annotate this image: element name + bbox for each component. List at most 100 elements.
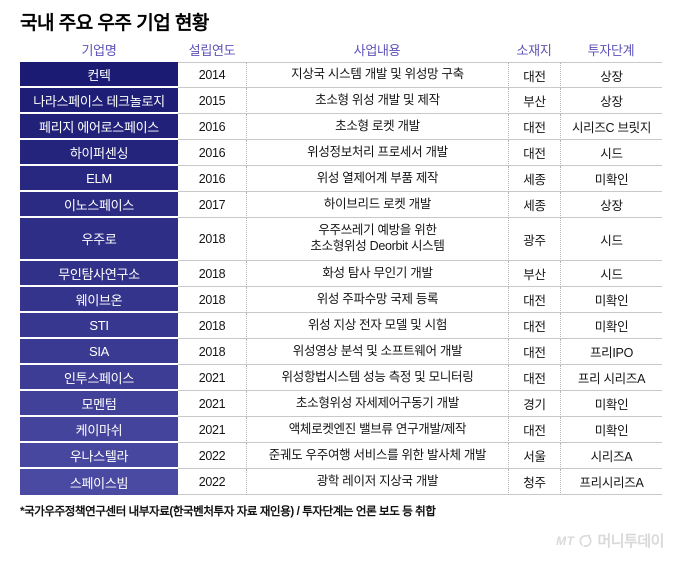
- stage-cell: 시리즈A: [560, 443, 662, 469]
- table-row: 웨이브온 2018 위성 주파수망 국제 등록 대전 미확인: [20, 287, 662, 313]
- table-row: 이노스페이스 2017 하이브리드 로켓 개발 세종 상장: [20, 192, 662, 218]
- header-company: 기업명: [81, 42, 117, 58]
- year-cell: 2018: [178, 339, 246, 365]
- table-row: 우나스텔라 2022 준궤도 우주여행 서비스를 위한 발사체 개발 서울 시리즈A: [20, 443, 662, 469]
- name-cell: 우나스텔라: [20, 443, 178, 469]
- location-cell: 대전: [508, 140, 560, 166]
- table-row: STI 2018 위성 지상 전자 모델 및 시험 대전 미확인: [20, 313, 662, 339]
- business-cell: 지상국 시스템 개발 및 위성망 구축: [246, 62, 508, 88]
- stage-cell: 상장: [560, 62, 662, 88]
- location-cell: 세종: [508, 166, 560, 192]
- business-cell: 하이브리드 로켓 개발: [246, 192, 508, 218]
- stage-cell: 미확인: [560, 287, 662, 313]
- mt-logo-text: MT: [556, 533, 575, 548]
- name-cell: 나라스페이스 테크놀로지: [20, 88, 178, 114]
- table-header-row: 기업명 설립연도 사업내용 소재지 투자단계: [20, 36, 662, 62]
- year-cell: 2018: [178, 287, 246, 313]
- business-cell: 화성 탐사 무인기 개발: [246, 261, 508, 287]
- year-cell: 2015: [178, 88, 246, 114]
- business-cell: 준궤도 우주여행 서비스를 위한 발사체 개발: [246, 443, 508, 469]
- location-cell: 부산: [508, 88, 560, 114]
- location-cell: 경기: [508, 391, 560, 417]
- business-cell: 위성영상 분석 및 소프트웨어 개발: [246, 339, 508, 365]
- year-cell: 2016: [178, 166, 246, 192]
- location-cell: 대전: [508, 313, 560, 339]
- table-row: SIA 2018 위성영상 분석 및 소프트웨어 개발 대전 프리IPO: [20, 339, 662, 365]
- stage-cell: 상장: [560, 88, 662, 114]
- stage-cell: 미확인: [560, 166, 662, 192]
- location-cell: 대전: [508, 417, 560, 443]
- location-cell: 광주: [508, 218, 560, 261]
- business-cell: 초소형 로켓 개발: [246, 114, 508, 140]
- name-cell: ELM: [20, 166, 178, 192]
- stage-cell: 상장: [560, 192, 662, 218]
- company-table-body: 컨텍 2014 지상국 시스템 개발 및 위성망 구축 대전 상장 나라스페이스 테크놀로…: [20, 62, 662, 495]
- name-cell: 하이퍼센싱: [20, 140, 178, 166]
- year-cell: 2022: [178, 469, 246, 495]
- year-cell: 2021: [178, 417, 246, 443]
- business-cell: 우주쓰레기 예방을 위한 초소형위성 Deorbit 시스템: [246, 218, 508, 261]
- business-cell: 광학 레이저 지상국 개발: [246, 469, 508, 495]
- table-row: 하이퍼센싱 2016 위성정보처리 프로세서 개발 대전 시드: [20, 140, 662, 166]
- table-row: 모멘텀 2021 초소형위성 자세제어구동기 개발 경기 미확인: [20, 391, 662, 417]
- source-footnote: *국가우주정책연구센터 내부자료(한국벤처투자 자료 재인용) / 투자단계는 …: [20, 506, 436, 518]
- header-location: 소재지: [516, 42, 552, 58]
- business-cell: 위성 지상 전자 모델 및 시험: [246, 313, 508, 339]
- name-cell: 페리지 에어로스페이스: [20, 114, 178, 140]
- location-cell: 대전: [508, 287, 560, 313]
- page-title: 국내 주요 우주 기업 현황: [20, 13, 209, 34]
- location-cell: 대전: [508, 339, 560, 365]
- table-row: 컨텍 2014 지상국 시스템 개발 및 위성망 구축 대전 상장: [20, 62, 662, 88]
- year-cell: 2022: [178, 443, 246, 469]
- business-cell: 위성정보처리 프로세서 개발: [246, 140, 508, 166]
- stage-cell: 시드: [560, 261, 662, 287]
- table-row: 무인탐사연구소 2018 화성 탐사 무인기 개발 부산 시드: [20, 261, 662, 287]
- stage-cell: 프리 시리즈A: [560, 365, 662, 391]
- year-cell: 2018: [178, 261, 246, 287]
- name-cell: 케이마쉬: [20, 417, 178, 443]
- name-cell: SIA: [20, 339, 178, 365]
- stage-cell: 프리시리즈A: [560, 469, 662, 495]
- location-cell: 대전: [508, 62, 560, 88]
- year-cell: 2017: [178, 192, 246, 218]
- name-cell: 스페이스빔: [20, 469, 178, 495]
- business-cell: 초소형 위성 개발 및 제작: [246, 88, 508, 114]
- year-cell: 2021: [178, 365, 246, 391]
- table-row: 케이마쉬 2021 액체로켓엔진 밸브류 연구개발/제작 대전 미확인: [20, 417, 662, 443]
- location-cell: 청주: [508, 469, 560, 495]
- stage-cell: 시드: [560, 140, 662, 166]
- stage-cell: 미확인: [560, 391, 662, 417]
- name-cell: 무인탐사연구소: [20, 261, 178, 287]
- stage-cell: 시드: [560, 218, 662, 261]
- brand-name: 머니투데이: [597, 533, 664, 550]
- business-cell: 초소형위성 자세제어구동기 개발: [246, 391, 508, 417]
- name-cell: 이노스페이스: [20, 192, 178, 218]
- business-cell: 액체로켓엔진 밸브류 연구개발/제작: [246, 417, 508, 443]
- stage-cell: 프리IPO: [560, 339, 662, 365]
- table-row: 스페이스빔 2022 광학 레이저 지상국 개발 청주 프리시리즈A: [20, 469, 662, 495]
- year-cell: 2016: [178, 140, 246, 166]
- business-cell: 위성항법시스템 성능 측정 및 모니터링: [246, 365, 508, 391]
- location-cell: 부산: [508, 261, 560, 287]
- name-cell: 인투스페이스: [20, 365, 178, 391]
- name-cell: STI: [20, 313, 178, 339]
- year-cell: 2018: [178, 313, 246, 339]
- moneytoday-logo: MT 머니투데이: [556, 530, 664, 551]
- location-cell: 대전: [508, 365, 560, 391]
- year-cell: 2021: [178, 391, 246, 417]
- table-row: 우주로 2018 우주쓰레기 예방을 위한 초소형위성 Deorbit 시스템 광주 시…: [20, 218, 662, 261]
- clock-icon: [578, 533, 593, 548]
- stage-cell: 미확인: [560, 417, 662, 443]
- location-cell: 세종: [508, 192, 560, 218]
- table-row: 페리지 에어로스페이스 2016 초소형 로켓 개발 대전 시리즈C 브릿지: [20, 114, 662, 140]
- name-cell: 컨텍: [20, 62, 178, 88]
- stage-cell: 미확인: [560, 313, 662, 339]
- year-cell: 2014: [178, 62, 246, 88]
- business-cell: 위성 주파수망 국제 등록: [246, 287, 508, 313]
- year-cell: 2018: [178, 218, 246, 261]
- stage-cell: 시리즈C 브릿지: [560, 114, 662, 140]
- header-business: 사업내용: [353, 42, 401, 58]
- business-cell: 위성 열제어계 부품 제작: [246, 166, 508, 192]
- year-cell: 2016: [178, 114, 246, 140]
